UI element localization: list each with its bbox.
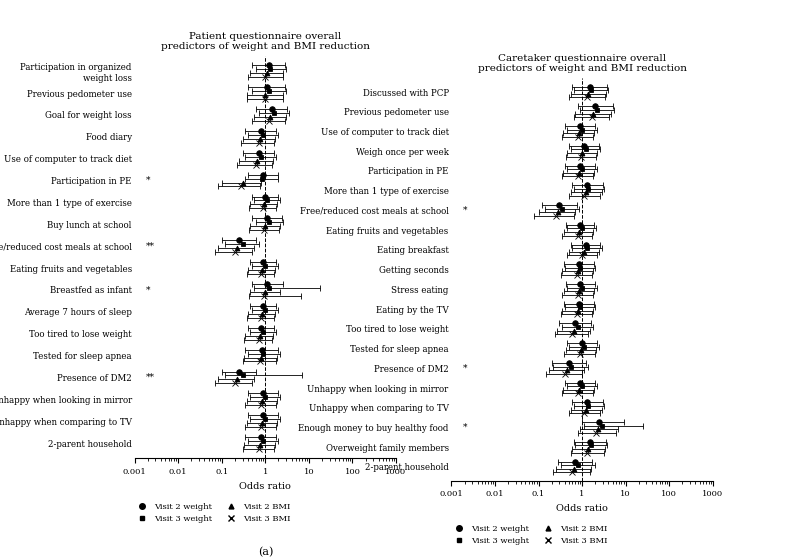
Text: *: * bbox=[146, 286, 150, 295]
X-axis label: Odds ratio: Odds ratio bbox=[239, 482, 291, 491]
Text: *: * bbox=[463, 206, 467, 215]
Text: *: * bbox=[463, 423, 467, 432]
Title: Caretaker questionnaire overall
predictors of weight and BMI reduction: Caretaker questionnaire overall predicto… bbox=[478, 54, 687, 73]
Title: Patient questionnaire overall
predictors of weight and BMI reduction: Patient questionnaire overall predictors… bbox=[161, 31, 370, 51]
Legend: Visit 2 weight, Visit 3 weight, Visit 2 BMI, Visit 3 BMI: Visit 2 weight, Visit 3 weight, Visit 2 … bbox=[451, 525, 607, 546]
Text: (a): (a) bbox=[257, 547, 273, 557]
Legend: Visit 2 weight, Visit 3 weight, Visit 2 BMI, Visit 3 BMI: Visit 2 weight, Visit 3 weight, Visit 2 … bbox=[134, 503, 291, 523]
Text: **: ** bbox=[146, 373, 154, 382]
Text: *: * bbox=[463, 364, 467, 373]
X-axis label: Odds ratio: Odds ratio bbox=[556, 504, 608, 513]
Text: **: ** bbox=[146, 241, 154, 250]
Text: *: * bbox=[146, 176, 150, 185]
